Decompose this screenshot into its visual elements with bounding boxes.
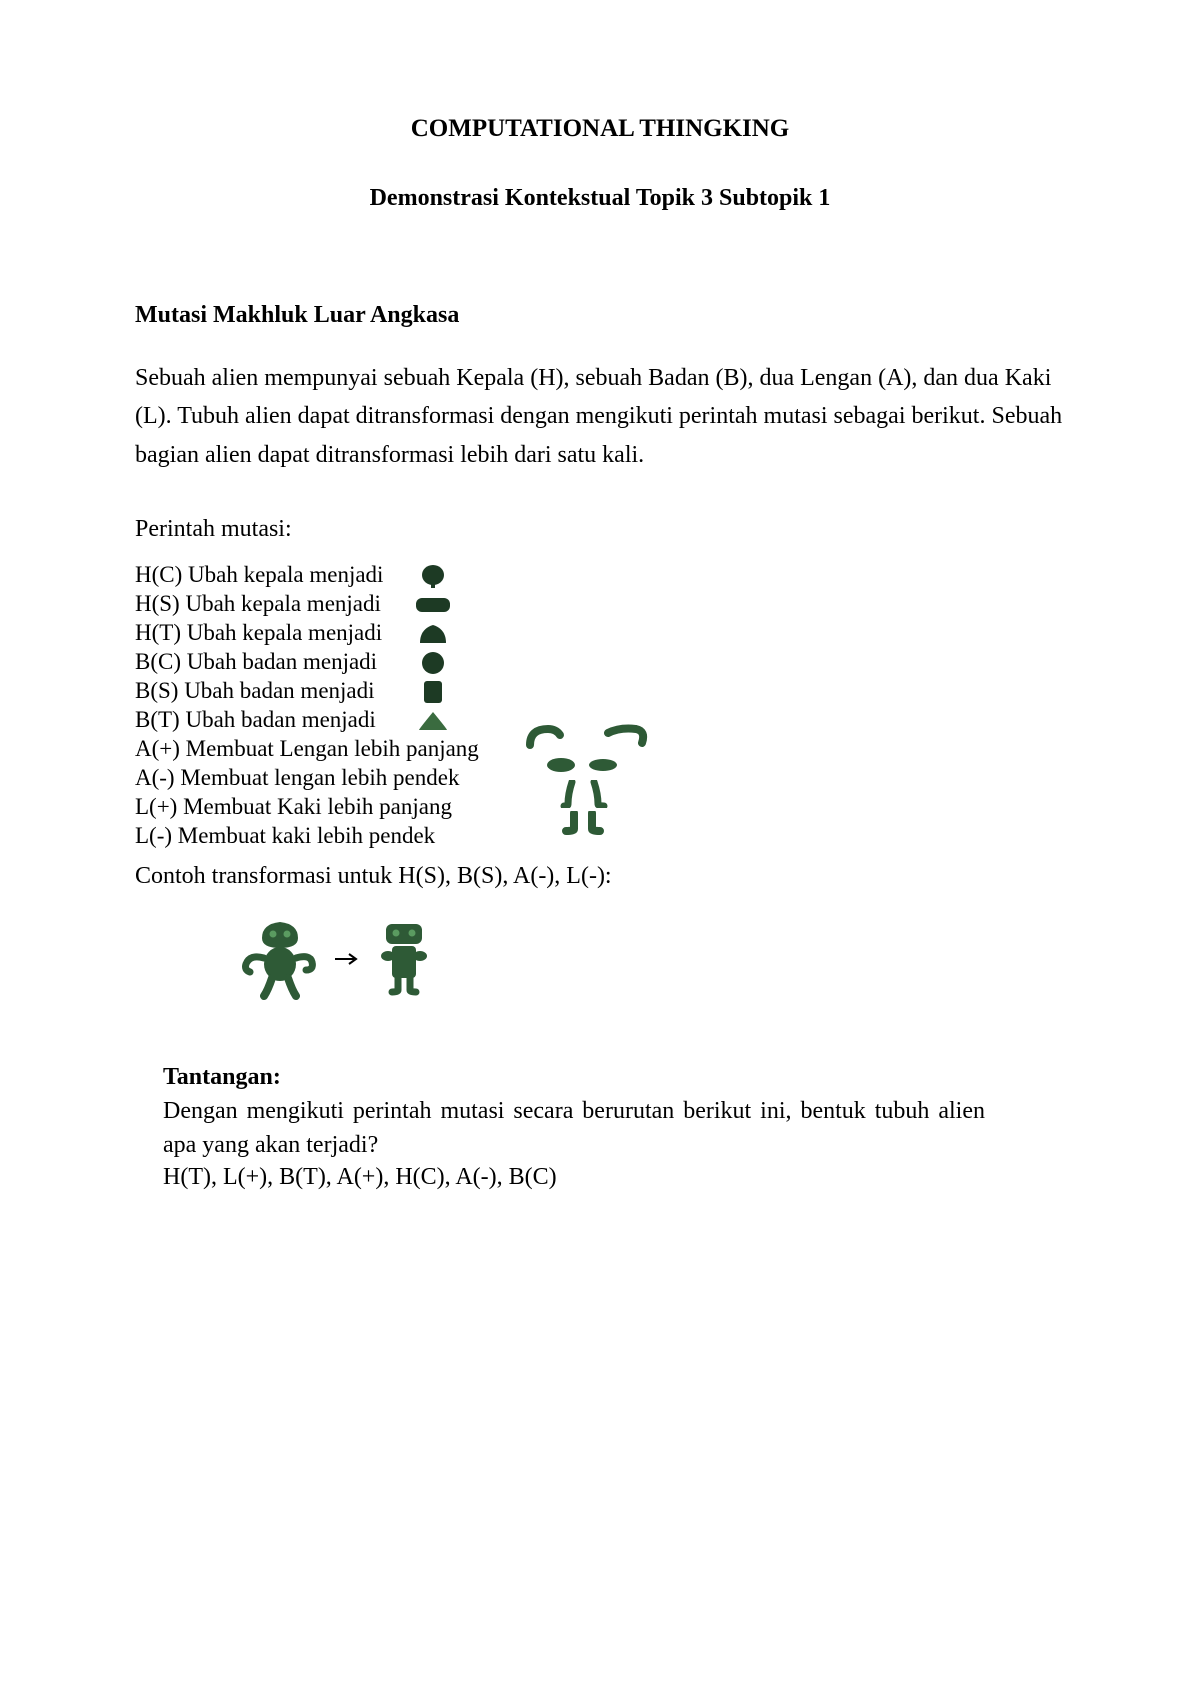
page-title: COMPUTATIONAL THINGKING [135, 115, 1065, 143]
mutation-line: B(S) Ubah badan menjadi [135, 677, 1065, 706]
head-triangle-icon [413, 619, 453, 648]
challenge-title: Tantangan: [163, 1064, 985, 1091]
section-header: Mutasi Makhluk Luar Angkasa [135, 302, 1065, 329]
body-circle-icon [413, 648, 453, 677]
example-label: Contoh transformasi untuk H(S), B(S), A(… [135, 863, 1065, 890]
limb-icons-column [515, 721, 655, 837]
arrow-right-icon [334, 952, 360, 966]
mutation-line: H(T) Ubah kepala menjadi [135, 619, 1065, 648]
alien-after-icon [374, 918, 434, 1000]
arm-short-icon [515, 750, 655, 779]
challenge-sequence: H(T), L(+), B(T), A(+), H(C), A(-), B(C) [163, 1164, 985, 1191]
mutation-line: H(S) Ubah kepala menjadi [135, 590, 1065, 619]
intro-paragraph: Sebuah alien mempunyai sebuah Kepala (H)… [135, 359, 1065, 474]
body-triangle-icon [413, 706, 453, 735]
leg-long-icon [515, 779, 655, 808]
mutation-block: H(C) Ubah kepala menjadi H(S) Ubah kepal… [135, 561, 1065, 851]
mutation-line: B(C) Ubah badan menjadi [135, 648, 1065, 677]
leg-short-icon [515, 808, 655, 837]
shape-icons-column [413, 561, 453, 735]
challenge-body: Dengan mengikuti perintah mutasi secara … [163, 1095, 985, 1162]
body-square-icon [413, 677, 453, 706]
head-square-icon [413, 590, 453, 619]
head-circle-icon [413, 561, 453, 590]
page-subtitle: Demonstrasi Kontekstual Topik 3 Subtopik… [135, 185, 1065, 212]
arm-long-icon [515, 721, 655, 750]
alien-before-icon [240, 918, 320, 1000]
mutation-label: Perintah mutasi: [135, 516, 1065, 543]
challenge-section: Tantangan: Dengan mengikuti perintah mut… [135, 1064, 1065, 1191]
example-transformation [240, 914, 1065, 1004]
mutation-line: H(C) Ubah kepala menjadi [135, 561, 1065, 590]
